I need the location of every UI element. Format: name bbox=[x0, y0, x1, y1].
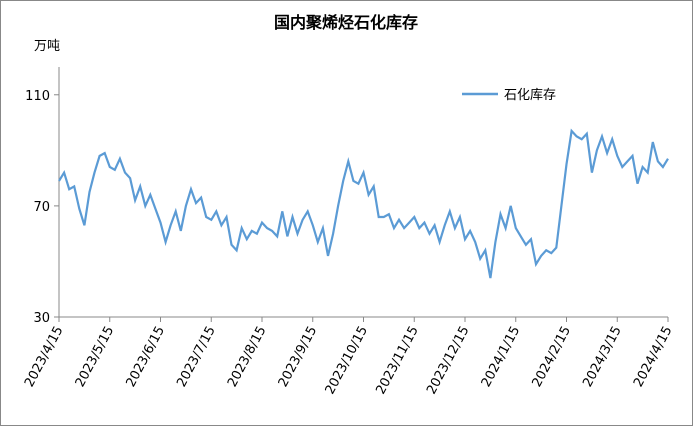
chart-title: 国内聚烯烃石化库存 bbox=[274, 13, 418, 32]
y-tick-label: 70 bbox=[33, 200, 50, 215]
legend-label: 石化库存 bbox=[504, 87, 556, 103]
y-tick-label: 110 bbox=[25, 89, 50, 104]
y-axis-label: 万吨 bbox=[34, 39, 60, 54]
line bbox=[58, 128, 669, 279]
y-tick-label: 30 bbox=[33, 311, 50, 326]
